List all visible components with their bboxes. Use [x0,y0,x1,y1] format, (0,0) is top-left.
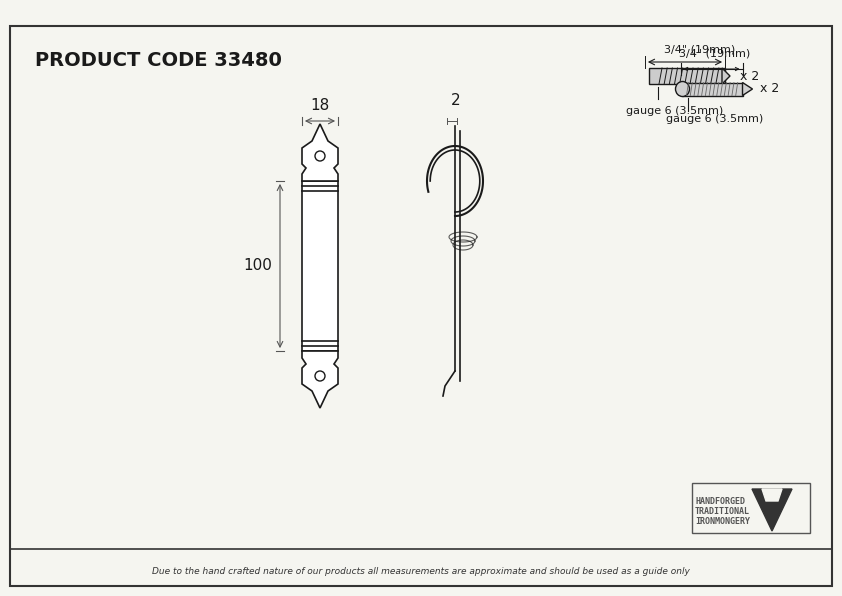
Text: 3/4" (19mm): 3/4" (19mm) [679,49,750,59]
Text: gauge 6 (3.5mm): gauge 6 (3.5mm) [626,106,723,116]
Circle shape [315,371,325,381]
Circle shape [315,151,325,161]
Text: PRODUCT CODE 33480: PRODUCT CODE 33480 [35,51,282,70]
Polygon shape [302,351,338,408]
FancyBboxPatch shape [10,26,832,586]
Text: Due to the hand crafted nature of our products all measurements are approximate : Due to the hand crafted nature of our pr… [152,567,690,576]
FancyBboxPatch shape [649,68,725,84]
Text: 100: 100 [243,259,272,274]
Polygon shape [302,124,338,181]
Text: 2: 2 [451,93,461,108]
Polygon shape [743,82,753,95]
Polygon shape [762,489,782,501]
Text: 18: 18 [311,98,329,113]
FancyBboxPatch shape [302,181,338,351]
Text: TRADITIONAL: TRADITIONAL [695,507,750,516]
Polygon shape [752,489,792,531]
Text: HANDFORGED: HANDFORGED [695,496,745,505]
Text: IRONMONGERY: IRONMONGERY [695,517,750,526]
Polygon shape [722,68,730,84]
Text: x 2: x 2 [759,82,779,95]
Ellipse shape [675,82,690,97]
Text: 3/4" (19mm): 3/4" (19mm) [664,44,736,54]
FancyBboxPatch shape [681,82,743,95]
Text: gauge 6 (3.5mm): gauge 6 (3.5mm) [666,113,764,123]
Text: x 2: x 2 [740,70,759,82]
